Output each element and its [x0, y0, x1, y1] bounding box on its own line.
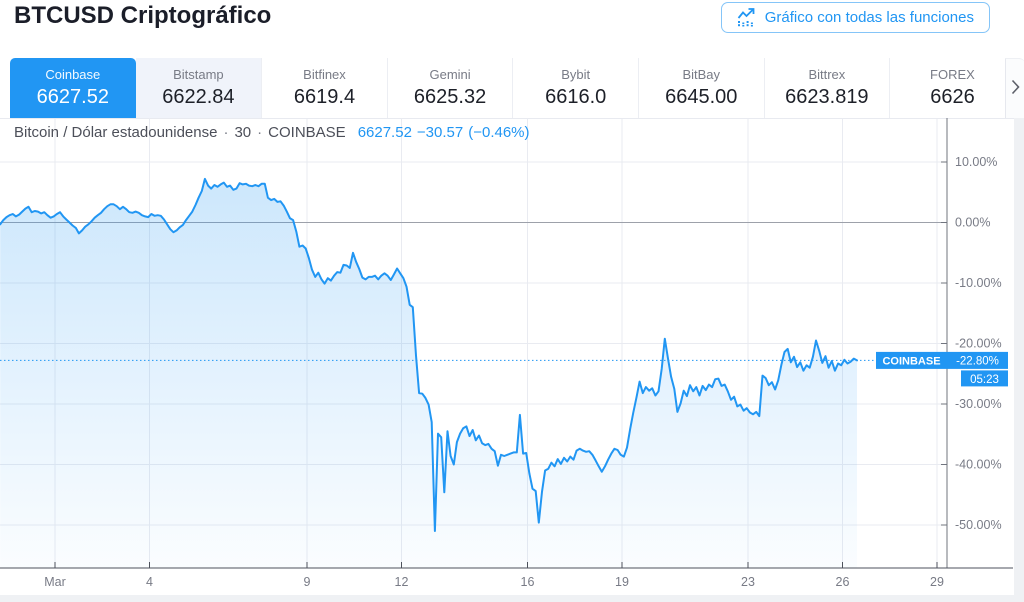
- tab-gemini[interactable]: Gemini 6625.32: [386, 58, 513, 118]
- tab-exchange-name: FOREX: [930, 67, 975, 82]
- y-axis-label: -50.00%: [955, 518, 1002, 532]
- quote-price: 6627.52: [357, 124, 412, 141]
- tab-exchange-name: BitBay: [682, 67, 721, 82]
- y-axis-label: -30.00%: [955, 397, 1002, 411]
- tab-exchange-name: Gemini: [429, 67, 471, 82]
- x-axis-labels: Mar 4 9 12 16 19 23 26 29: [44, 575, 944, 589]
- symbol-description: Bitcoin / Dólar estadounidense: [14, 124, 218, 141]
- page-title: BTCUSD Criptográfico: [14, 2, 272, 29]
- tab-bitbay[interactable]: BitBay 6645.00: [637, 58, 764, 118]
- separator-dot: ·: [223, 124, 229, 141]
- x-axis-label: 9: [304, 575, 311, 589]
- coinbase-flag-bg: [876, 351, 947, 369]
- y-axis-label: -10.00%: [955, 276, 1002, 290]
- tabs-scroll-right-button[interactable]: [1005, 58, 1024, 119]
- price-line: [0, 177, 858, 532]
- symbol-exchange: COINBASE: [268, 124, 346, 141]
- tab-forex[interactable]: FOREX 6626: [889, 58, 1005, 118]
- quote-change: −30.57: [416, 124, 464, 141]
- x-axis-label: Mar: [44, 575, 66, 589]
- x-axis-label: 4: [146, 575, 153, 589]
- tab-bitfinex[interactable]: Bitfinex 6619.4: [261, 58, 387, 118]
- x-axis-label: 26: [836, 575, 850, 589]
- current-value-labels: COINBASE -22.80% 05:23: [876, 351, 1008, 387]
- full-featured-chart-button[interactable]: Gráfico con todas las funciones: [720, 2, 990, 33]
- tab-bybit[interactable]: Bybit 6616.0: [512, 58, 638, 118]
- current-change-bg: [947, 351, 1008, 369]
- page-bottom-margin: [0, 595, 1014, 602]
- coinbase-flag-label: COINBASE: [882, 355, 940, 367]
- tab-price-value: 6626: [930, 86, 975, 108]
- tab-price-value: 6627.52: [36, 86, 109, 108]
- y-axis-label: 0.00%: [955, 216, 990, 230]
- tab-price-value: 6622.84: [162, 86, 235, 108]
- countdown-label: 05:23: [970, 374, 999, 386]
- chevron-right-icon: [1011, 79, 1020, 100]
- tab-price-value: 6619.4: [293, 86, 356, 108]
- x-axis-label: 29: [930, 575, 944, 589]
- tab-exchange-name: Bitstamp: [173, 67, 224, 82]
- price-chart-canvas[interactable]: 10.00% 0.00% -10.00% -20.00% -30.00% -40.00% -…: [0, 118, 1014, 602]
- tab-bitstamp[interactable]: Bitstamp 6622.84: [135, 58, 262, 118]
- exchange-tab-bar: Coinbase 6627.52 Bitstamp 6622.84 Bitfinex 66…: [10, 58, 1005, 118]
- tab-coinbase[interactable]: Coinbase 6627.52: [10, 58, 136, 118]
- x-axis-label: 16: [521, 575, 535, 589]
- symbol-quote: 6627.52 −30.57 (−0.46%): [358, 124, 535, 141]
- price-area-fill: [0, 178, 857, 568]
- tab-exchange-name: Bitfinex: [303, 67, 346, 82]
- countdown-bg: [961, 370, 1008, 387]
- chart-icon: [737, 8, 756, 27]
- separator-dot: ·: [257, 124, 263, 141]
- y-axis-label: -40.00%: [955, 458, 1002, 472]
- tab-price-value: 6645.00: [665, 86, 738, 108]
- quote-change-pct: (−0.46%): [468, 124, 530, 141]
- tab-price-value: 6623.819: [785, 86, 869, 108]
- axes: [0, 118, 1013, 569]
- y-axis-label: -20.00%: [955, 337, 1002, 351]
- y-axis-labels: 10.00% 0.00% -10.00% -20.00% -30.00% -40.00% -…: [955, 155, 1002, 532]
- symbol-info-row: Bitcoin / Dólar estadounidense · 30 · COINBA…: [14, 124, 535, 141]
- tab-exchange-name: Bittrex: [808, 67, 846, 82]
- symbol-interval: 30: [234, 124, 252, 141]
- x-axis-label: 19: [615, 575, 629, 589]
- current-change-label: -22.80%: [956, 355, 999, 367]
- tab-exchange-name: Coinbase: [45, 67, 101, 82]
- tab-price-value: 6625.32: [413, 86, 487, 108]
- full-featured-chart-button-label: Gráfico con todas las funciones: [764, 9, 974, 26]
- y-axis-label: 10.00%: [955, 155, 997, 169]
- x-axis-label: 23: [741, 575, 755, 589]
- tab-price-value: 6616.0: [545, 86, 607, 108]
- page-right-margin: [1014, 118, 1024, 602]
- tab-bittrex[interactable]: Bittrex 6623.819: [763, 58, 890, 118]
- tab-exchange-name: Bybit: [561, 67, 591, 82]
- x-axis-label: 12: [395, 575, 409, 589]
- tab-bar-divider: [0, 118, 1014, 119]
